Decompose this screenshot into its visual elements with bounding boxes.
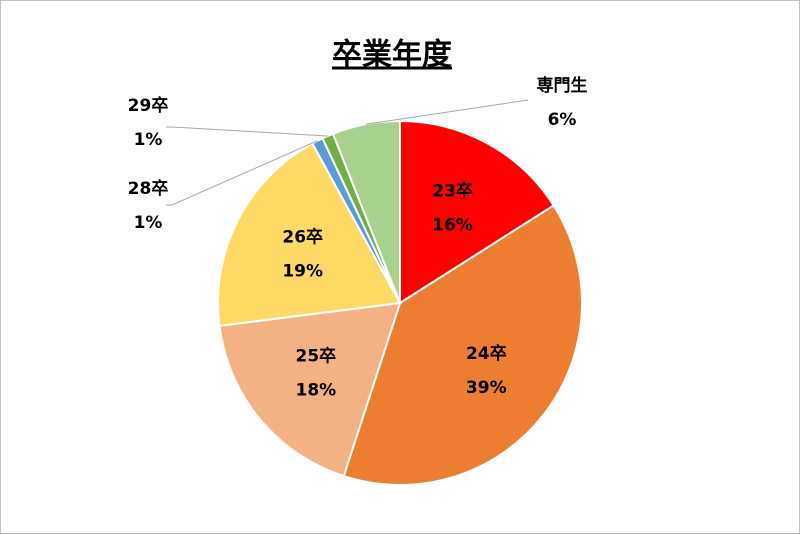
leader-line [166, 140, 318, 206]
leader-line [166, 126, 328, 137]
value-label: 39% [466, 378, 507, 398]
category-label: 23卒 [432, 180, 473, 201]
category-label: 28卒 [128, 178, 169, 199]
value-label: 6% [548, 110, 577, 130]
value-label: 1% [134, 213, 163, 233]
category-label: 26卒 [282, 226, 323, 247]
leader-line [365, 99, 529, 125]
value-label: 18% [296, 381, 337, 401]
pie-slice [218, 301, 402, 478]
pie-slice [399, 119, 556, 305]
pie-slice [342, 204, 583, 486]
category-label: 専門生 [537, 75, 588, 96]
chart-title: 卒業年度 [332, 38, 452, 73]
value-label: 19% [282, 261, 323, 281]
value-label: 1% [134, 130, 163, 150]
category-label: 29卒 [128, 95, 169, 116]
category-label: 24卒 [466, 343, 507, 364]
category-label: 25卒 [296, 346, 337, 367]
value-label: 16% [432, 215, 473, 235]
pie-slice [217, 142, 402, 327]
